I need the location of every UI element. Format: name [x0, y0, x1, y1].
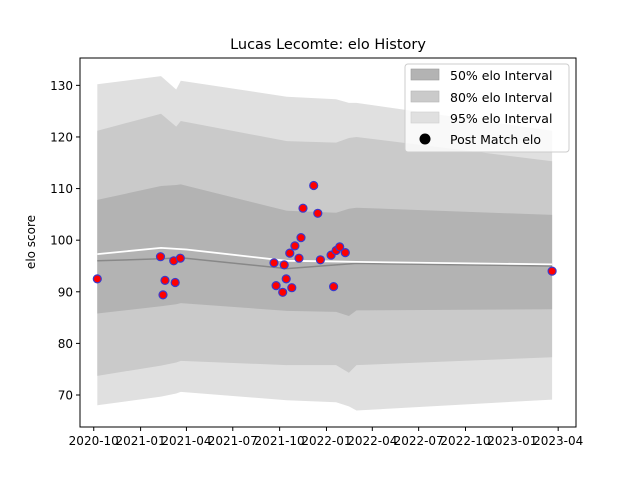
plot-area	[92, 76, 557, 411]
x-tick-label: 2021-10	[255, 434, 305, 448]
x-tick-label: 2020-10	[69, 434, 119, 448]
post-match-elo-point	[170, 277, 180, 288]
y-axis: 70 80 90 100 110 120 130	[50, 79, 80, 403]
x-tick-label: 2023-01	[487, 434, 537, 448]
legend-label-marker: Post Match elo	[450, 132, 541, 147]
post-match-elo-point	[290, 241, 300, 251]
chart-title: Lucas Lecomte: elo History	[230, 37, 426, 53]
post-match-elo-point	[547, 266, 557, 276]
x-tick-label: 2021-04	[161, 434, 211, 448]
post-match-elo-point	[329, 282, 339, 292]
legend-swatch-50	[410, 68, 440, 81]
y-tick-label: 120	[50, 130, 73, 144]
x-tick-label: 2023-04	[533, 434, 583, 448]
legend-swatch-95	[410, 111, 440, 124]
post-match-elo-point	[298, 203, 308, 213]
post-match-elo-point	[160, 275, 170, 285]
post-match-elo-point	[278, 287, 288, 297]
x-tick-label: 2022-10	[440, 434, 490, 448]
x-tick-label: 2022-01	[301, 434, 351, 448]
mean-elo-line	[97, 246, 553, 266]
legend-label-80: 80% elo Interval	[450, 90, 552, 105]
band-50	[97, 184, 553, 316]
x-tick-label: 2021-07	[208, 434, 258, 448]
post-match-elo-point	[309, 180, 319, 191]
post-match-elo-point	[315, 255, 325, 265]
post-match-elo-point	[296, 233, 306, 243]
post-match-elo-point	[279, 260, 289, 270]
post-match-elo-point	[335, 242, 345, 252]
x-tick-label: 2022-07	[394, 434, 444, 448]
y-tick-label: 70	[58, 389, 73, 403]
post-match-elo-point	[287, 283, 297, 293]
post-match-elo-point	[158, 290, 168, 300]
y-tick-label: 110	[50, 182, 73, 196]
post-match-elo-point	[313, 208, 323, 218]
x-tick-label: 2022-04	[347, 434, 397, 448]
axes-frame	[79, 57, 577, 428]
post-match-points	[92, 180, 557, 300]
legend-swatch-80	[410, 90, 440, 103]
legend: 50% elo Interval 80% elo Interval 95% el…	[404, 63, 570, 153]
x-tick-label: 2021-01	[116, 434, 166, 448]
y-axis-label: elo score	[24, 215, 38, 269]
legend-label-95: 95% elo Interval	[450, 111, 552, 126]
y-tick-label: 100	[50, 234, 73, 248]
y-tick-label: 90	[58, 285, 73, 299]
post-match-elo-point	[175, 253, 185, 263]
post-match-elo-point	[92, 274, 102, 284]
post-match-elo-point	[271, 281, 281, 291]
post-match-elo-point	[294, 253, 304, 263]
legend-frame	[404, 63, 570, 153]
x-axis: 2020-102021-012021-042021-072021-102022-…	[69, 427, 583, 448]
post-match-elo-point	[155, 252, 166, 262]
post-match-elo-point	[281, 274, 291, 284]
post-match-elo-point	[340, 248, 350, 258]
interval-bands	[97, 76, 553, 411]
post-match-elo-point	[269, 258, 279, 268]
legend-label-50: 50% elo Interval	[450, 68, 552, 83]
y-tick-label: 80	[58, 337, 73, 351]
y-tick-label: 130	[50, 79, 73, 93]
post-match-elo-point	[285, 248, 295, 258]
legend-marker-icon	[419, 133, 431, 145]
